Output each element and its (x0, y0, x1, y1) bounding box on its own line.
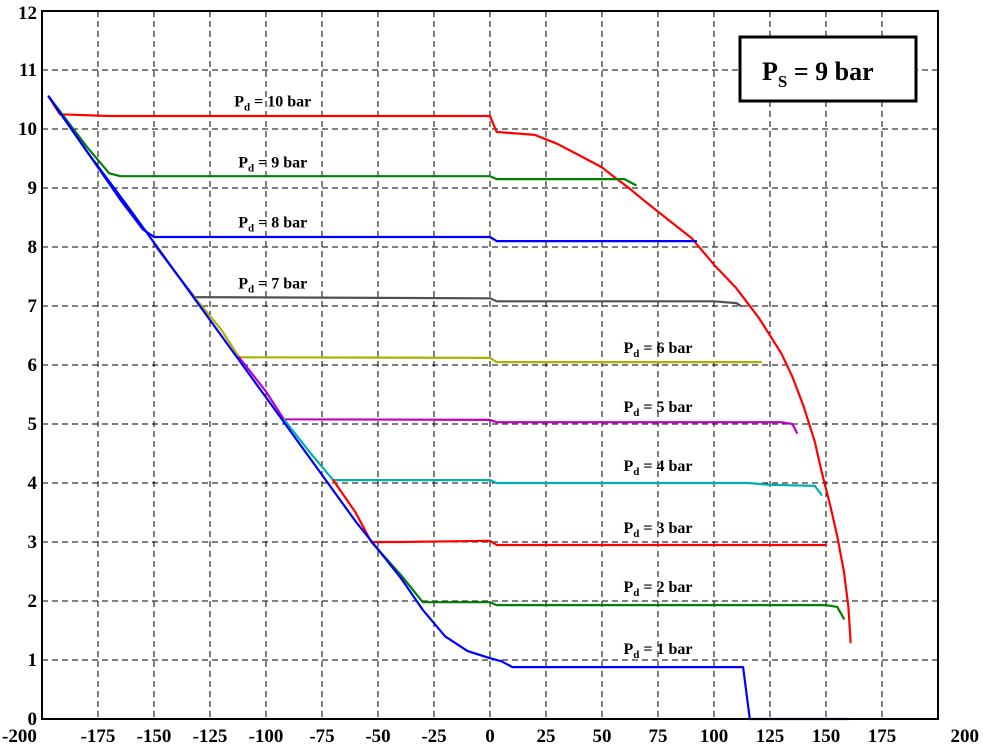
x-tick-label: -200 (2, 726, 37, 747)
series-label: Pd = 8 bar (238, 215, 307, 235)
x-tick-label: 0 (485, 726, 495, 747)
series-label: Pd = 2 bar (623, 579, 692, 599)
series-line (332, 479, 828, 547)
y-tick-label: 11 (19, 60, 37, 81)
x-tick-label: 175 (868, 726, 897, 747)
y-tick-label: 5 (28, 414, 38, 435)
series-label: Pd = 3 bar (623, 520, 692, 540)
series-labels: Pd = 10 bar Pd = 9 bar Pd = 8 bar Pd = 7 ba… (234, 94, 692, 662)
x-tick-label: -100 (249, 726, 284, 747)
y-tick-label: 1 (28, 650, 38, 671)
series-label: Pd = 7 bar (238, 275, 307, 295)
series-line (282, 418, 823, 496)
x-tick-label: -50 (365, 726, 390, 747)
series-line (47, 95, 850, 721)
series-line (238, 356, 799, 434)
series-label: Pd = 5 bar (623, 399, 692, 419)
series-label: Pd = 4 bar (623, 458, 692, 478)
x-tick-label: 100 (700, 726, 729, 747)
x-tick-label: 200 (951, 726, 980, 747)
x-tick-label: -175 (81, 726, 116, 747)
x-tick-label: -25 (421, 726, 446, 747)
plot-frame (41, 10, 939, 720)
ps-annotation-text: PS = 9 bar (762, 57, 874, 91)
x-axis-ticks: -200 -175 -150 -125 -100 -75 -50 -25 0 25 50 75 100 1… (2, 726, 979, 747)
y-tick-label: 3 (28, 532, 38, 553)
y-tick-label: 0 (28, 709, 38, 730)
y-tick-label: 4 (28, 473, 38, 494)
x-tick-label: 125 (756, 726, 785, 747)
series-line (47, 95, 852, 644)
y-tick-label: 12 (18, 3, 37, 24)
x-tick-label: 50 (593, 726, 612, 747)
series-line (47, 95, 637, 187)
series-line (47, 95, 698, 243)
x-tick-label: -125 (193, 726, 228, 747)
y-tick-label: 9 (28, 178, 38, 199)
series-label: Pd = 9 bar (238, 154, 307, 174)
grid-lines (42, 11, 938, 719)
x-tick-label: 150 (812, 726, 841, 747)
x-tick-label: -150 (137, 726, 172, 747)
series-lines (47, 95, 852, 721)
y-tick-label: 10 (18, 119, 37, 140)
y-tick-label: 7 (28, 296, 38, 317)
y-tick-label: 8 (28, 237, 38, 258)
series-line (193, 296, 763, 364)
series-line (370, 540, 846, 620)
x-tick-label: 75 (649, 726, 668, 747)
series-label: Pd = 1 bar (623, 641, 692, 661)
y-tick-label: 6 (28, 355, 38, 376)
series-label: Pd = 10 bar (234, 94, 311, 114)
x-tick-label: -75 (309, 726, 334, 747)
x-tick-label: 25 (537, 726, 556, 747)
series-label: Pd = 6 bar (623, 340, 692, 360)
ps-annotation: PS = 9 bar (738, 35, 918, 103)
ps-annotation-box (738, 35, 918, 103)
y-tick-label: 2 (28, 591, 38, 612)
